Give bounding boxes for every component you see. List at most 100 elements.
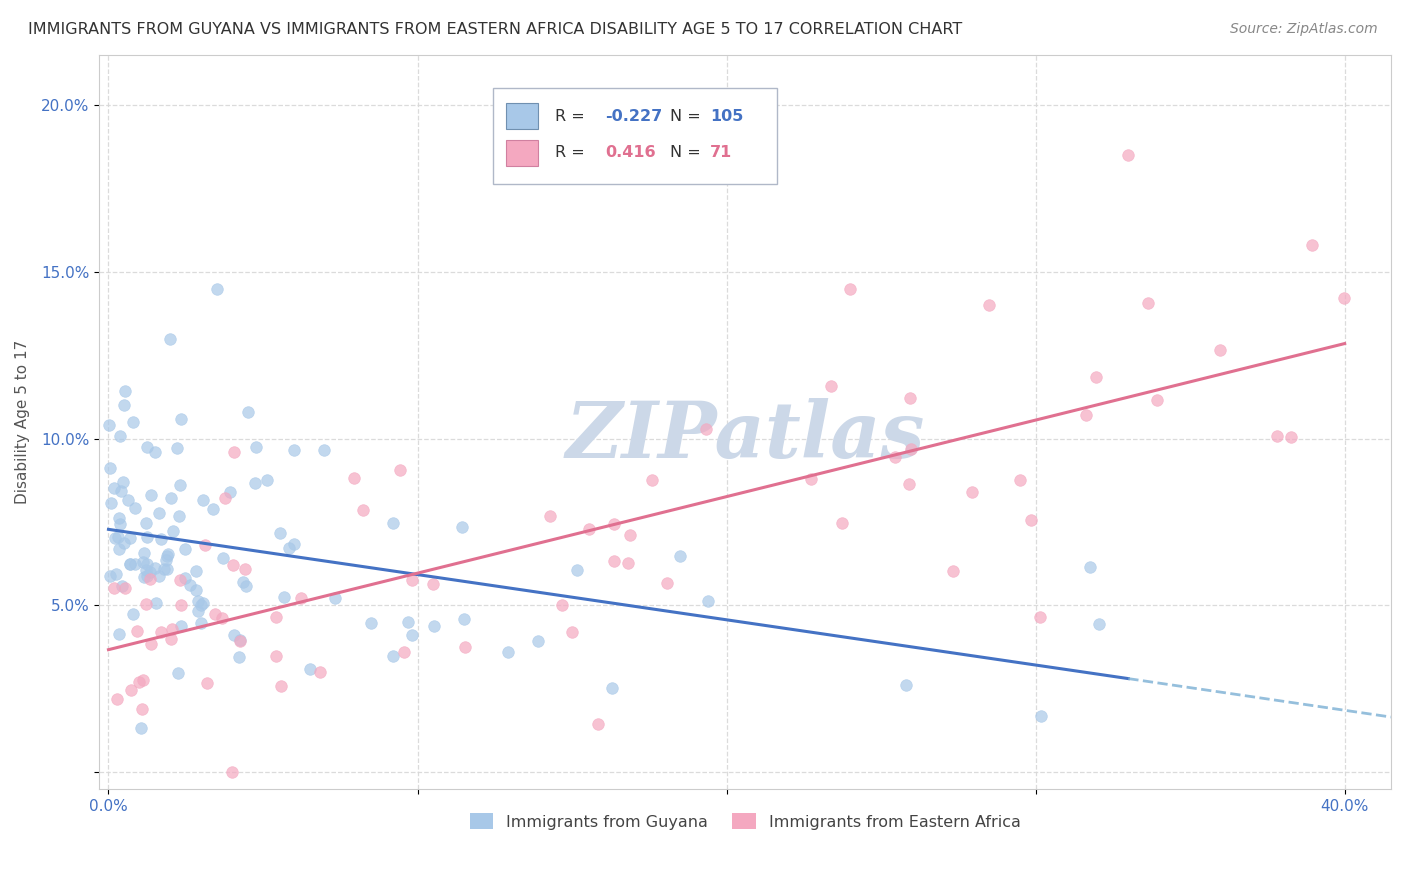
Point bbox=[1010, 473, 1032, 487]
Point bbox=[221, 765, 243, 780]
Point bbox=[135, 516, 157, 531]
Point bbox=[139, 488, 162, 502]
Point bbox=[245, 440, 267, 454]
Point bbox=[179, 578, 201, 592]
Text: Source: ZipAtlas.com: Source: ZipAtlas.com bbox=[1230, 22, 1378, 37]
Point bbox=[388, 462, 411, 476]
Point bbox=[150, 625, 173, 640]
Point bbox=[108, 542, 131, 557]
Point bbox=[454, 640, 477, 654]
Point bbox=[396, 615, 419, 629]
Point bbox=[214, 491, 236, 506]
Point bbox=[900, 442, 922, 456]
Point bbox=[194, 538, 217, 552]
Point bbox=[120, 682, 142, 697]
Point bbox=[118, 531, 141, 545]
Point bbox=[238, 405, 260, 419]
Point bbox=[603, 516, 626, 531]
Point bbox=[979, 298, 1001, 312]
Point bbox=[187, 594, 209, 608]
Point bbox=[696, 594, 718, 608]
Point bbox=[202, 501, 225, 516]
Point bbox=[108, 627, 131, 641]
Point bbox=[422, 618, 444, 632]
Point bbox=[135, 530, 157, 544]
Point bbox=[353, 503, 375, 517]
Point bbox=[114, 581, 136, 595]
Point bbox=[831, 516, 853, 530]
Point bbox=[283, 443, 305, 458]
Point bbox=[205, 282, 228, 296]
Bar bbox=[506, 140, 538, 166]
Point bbox=[314, 443, 336, 458]
Point bbox=[498, 645, 520, 659]
Point bbox=[193, 596, 215, 610]
Point bbox=[360, 616, 382, 631]
Point bbox=[148, 507, 170, 521]
Point bbox=[211, 611, 233, 625]
Point bbox=[159, 332, 181, 346]
Point bbox=[156, 549, 179, 563]
Point bbox=[820, 379, 842, 393]
Point bbox=[160, 623, 183, 637]
Point bbox=[107, 511, 129, 525]
Point bbox=[603, 554, 626, 568]
Point bbox=[222, 628, 245, 642]
Point bbox=[550, 598, 572, 612]
Text: N =: N = bbox=[671, 145, 706, 161]
Point bbox=[135, 440, 157, 454]
Text: 0.416: 0.416 bbox=[606, 145, 657, 161]
Point bbox=[1146, 392, 1168, 407]
Point bbox=[184, 582, 207, 597]
Point bbox=[160, 491, 183, 505]
Point bbox=[1265, 429, 1288, 443]
Point bbox=[148, 569, 170, 583]
Point bbox=[122, 415, 145, 429]
Point bbox=[170, 412, 193, 426]
Point bbox=[1074, 408, 1097, 422]
Text: ZIPatlas: ZIPatlas bbox=[565, 399, 925, 475]
Point bbox=[323, 591, 346, 605]
Point bbox=[98, 460, 121, 475]
Point bbox=[110, 483, 132, 498]
Point bbox=[114, 384, 136, 398]
Point bbox=[120, 558, 142, 572]
Point bbox=[104, 566, 127, 581]
Point bbox=[1279, 430, 1302, 444]
Point bbox=[184, 564, 207, 578]
Point bbox=[884, 450, 907, 464]
Point bbox=[169, 573, 191, 587]
Legend: Immigrants from Guyana, Immigrants from Eastern Africa: Immigrants from Guyana, Immigrants from … bbox=[463, 806, 1028, 836]
Point bbox=[174, 541, 197, 556]
Point bbox=[212, 551, 235, 566]
Point bbox=[561, 625, 583, 640]
Point bbox=[155, 553, 177, 567]
Point bbox=[897, 476, 920, 491]
Point bbox=[1021, 513, 1043, 527]
Point bbox=[145, 596, 167, 610]
Point bbox=[283, 537, 305, 551]
Point bbox=[107, 530, 129, 544]
Point bbox=[269, 526, 291, 541]
Point bbox=[100, 496, 122, 510]
Point bbox=[193, 493, 215, 508]
Point bbox=[124, 557, 146, 571]
Point bbox=[228, 650, 250, 665]
Point bbox=[111, 579, 134, 593]
Point bbox=[1087, 616, 1109, 631]
Point bbox=[143, 444, 166, 458]
Point bbox=[422, 577, 444, 591]
Point bbox=[167, 509, 190, 524]
Point bbox=[169, 478, 191, 492]
Point bbox=[132, 673, 155, 687]
Point bbox=[1137, 296, 1160, 310]
Point bbox=[156, 547, 179, 561]
Point bbox=[1333, 291, 1355, 305]
Point bbox=[141, 637, 163, 651]
Point bbox=[243, 475, 266, 490]
Point bbox=[256, 473, 278, 487]
Point bbox=[112, 536, 135, 550]
Point bbox=[235, 562, 257, 576]
Point bbox=[617, 556, 640, 570]
Text: 71: 71 bbox=[710, 145, 733, 161]
